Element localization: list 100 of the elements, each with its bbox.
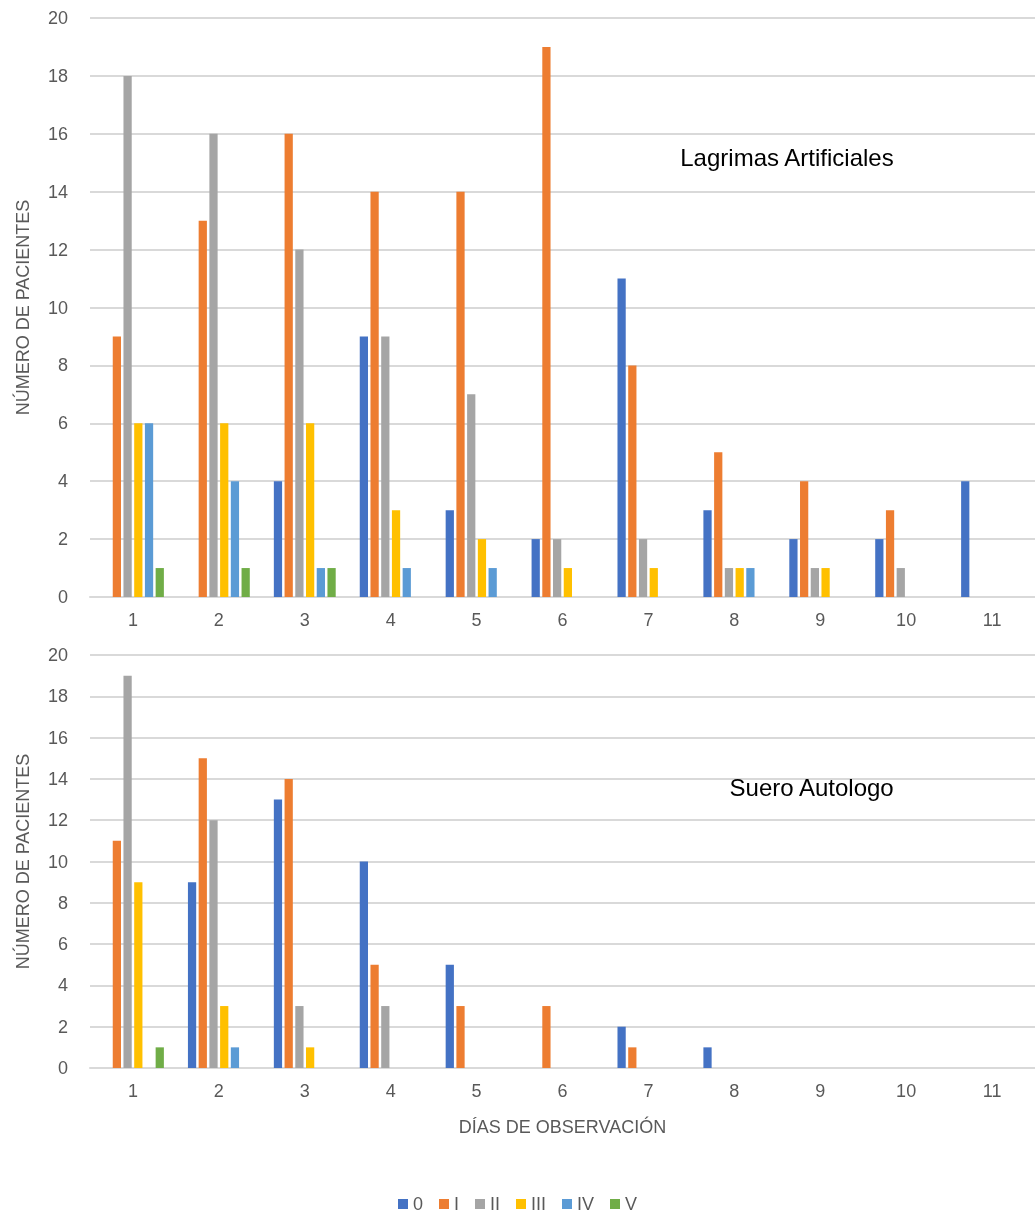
- bar: [896, 568, 905, 597]
- bar: [789, 539, 798, 597]
- y-tick-label: 0: [57, 1058, 68, 1078]
- x-tick-label: 6: [557, 1081, 568, 1101]
- x-tick-label: 8: [729, 610, 740, 630]
- bar: [456, 1006, 465, 1068]
- x-tick-label: 1: [127, 610, 138, 630]
- bar: [284, 778, 293, 1068]
- bar: [961, 481, 970, 597]
- y-tick-label: 12: [47, 810, 68, 831]
- legend-label: II: [490, 1194, 501, 1214]
- x-tick-label: 5: [471, 610, 482, 630]
- bar: [628, 1047, 637, 1068]
- x-tick-label: 3: [299, 610, 310, 630]
- bar: [542, 1006, 551, 1068]
- bar: [316, 568, 325, 597]
- bar: [209, 133, 218, 597]
- bar: [875, 539, 884, 597]
- text: Lagrimas Artificiales: [680, 143, 894, 171]
- bar: [198, 758, 207, 1068]
- legend-label: III: [531, 1194, 547, 1214]
- bar: [241, 568, 250, 597]
- bar: [735, 568, 744, 597]
- bar: [649, 568, 658, 597]
- y-tick-label: 10: [47, 297, 68, 318]
- bar: [273, 481, 283, 597]
- x-tick-label: 2: [213, 610, 224, 630]
- y-tick-label: 4: [57, 471, 68, 492]
- bar: [628, 365, 637, 597]
- bar: [488, 568, 497, 597]
- bar: [306, 423, 315, 597]
- bar: [284, 133, 293, 597]
- bar: [134, 423, 143, 597]
- bar: [123, 675, 132, 1068]
- x-tick-label: 1: [127, 1081, 138, 1101]
- y-tick-label: 18: [47, 686, 68, 707]
- bar: [391, 510, 401, 597]
- y-tick-label: 4: [57, 975, 68, 996]
- y-tick-label: 0: [57, 587, 68, 607]
- bar: [821, 568, 830, 597]
- bar: [531, 539, 540, 597]
- x-tick-label: 4: [385, 1081, 396, 1101]
- y-tick-label: 14: [47, 768, 68, 789]
- bar: [370, 964, 379, 1068]
- bar: [703, 1047, 712, 1068]
- bar: [885, 510, 895, 597]
- x-tick-label: 7: [643, 1081, 654, 1101]
- bar: [230, 481, 240, 597]
- y-tick-label: 8: [57, 355, 68, 376]
- y-tick-label: 6: [57, 934, 68, 955]
- bar: [144, 423, 154, 597]
- y-tick-label: 2: [57, 1016, 68, 1037]
- bar: [381, 1006, 390, 1068]
- bar: [553, 539, 562, 597]
- y-axis-title: NÚMERO DE PACIENTES: [12, 199, 33, 416]
- bar: [123, 75, 132, 597]
- text: Suero Autologo: [729, 773, 894, 801]
- x-tick-label: 9: [815, 1081, 826, 1101]
- y-tick-label: 20: [47, 8, 68, 28]
- bar: [220, 423, 229, 597]
- bar: [381, 336, 390, 597]
- y-tick-label: 16: [47, 727, 68, 748]
- bar: [295, 249, 304, 597]
- bar: [306, 1047, 315, 1068]
- x-tick-label: 5: [471, 1081, 482, 1101]
- legend-label: IV: [577, 1194, 595, 1214]
- x-tick-label: 7: [643, 610, 654, 630]
- bar: [724, 568, 734, 597]
- bar: [456, 191, 465, 597]
- bar: [198, 220, 207, 597]
- y-tick-label: 6: [57, 413, 68, 434]
- y-tick-label: 16: [47, 123, 68, 144]
- bar: [617, 1026, 626, 1068]
- x-tick-label: 10: [896, 1081, 917, 1101]
- bar: [155, 568, 164, 597]
- y-tick-label: 12: [47, 239, 68, 260]
- bar: [445, 964, 454, 1068]
- bar: [187, 882, 197, 1068]
- bar: [230, 1047, 240, 1068]
- x-tick-label: 2: [213, 1081, 224, 1101]
- x-tick-label: 4: [385, 610, 396, 630]
- y-tick-label: 14: [47, 181, 68, 202]
- bar: [112, 336, 121, 597]
- bar: [327, 568, 336, 597]
- bar: [714, 452, 723, 597]
- x-tick-label: 11: [982, 1081, 1002, 1101]
- bar: [617, 278, 626, 597]
- bar: [703, 510, 712, 597]
- bar: [370, 191, 379, 597]
- bar: [209, 820, 218, 1068]
- y-tick-label: 18: [47, 65, 68, 86]
- bar: [477, 539, 487, 597]
- y-tick-label: 2: [57, 529, 68, 550]
- bar: [220, 1006, 229, 1068]
- bar: [273, 799, 283, 1068]
- x-tick-label: 11: [982, 610, 1002, 630]
- y-axis-title: NÚMERO DE PACIENTES: [12, 753, 33, 970]
- legend-label: 0: [412, 1194, 423, 1214]
- y-tick-label: 10: [47, 851, 68, 872]
- bar: [563, 568, 572, 597]
